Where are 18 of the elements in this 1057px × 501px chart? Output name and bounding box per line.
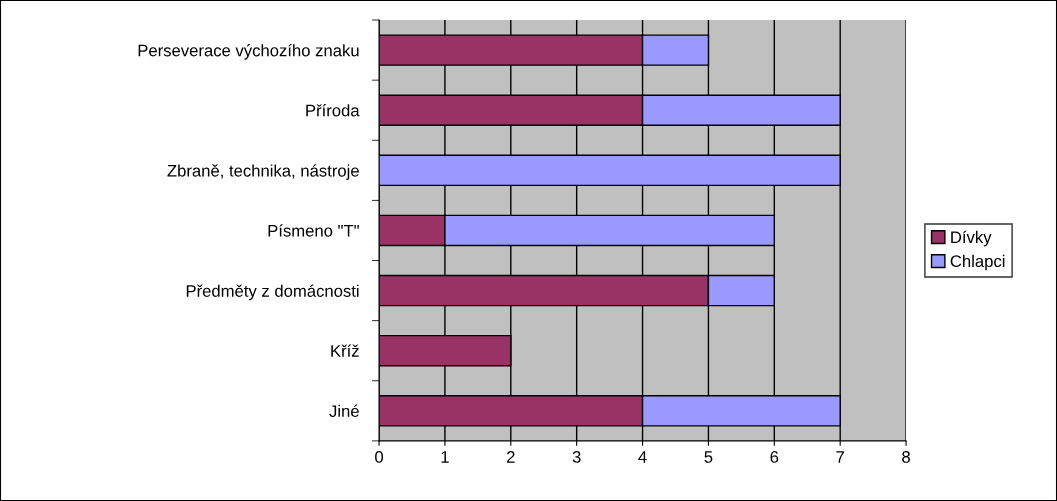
y-tick-label: Kříž: [331, 344, 359, 357]
y-tick-label: Příroda: [306, 103, 360, 117]
y-tick-label: Jiné: [329, 404, 359, 418]
y-tick-label: Písmeno "T": [268, 224, 359, 237]
x-tick-label: 5: [704, 451, 713, 463]
x-tick-label: 3: [572, 451, 581, 463]
legend-label: Chlapci: [950, 254, 1005, 271]
y-tick-label: Předměty z domácnosti: [186, 284, 359, 301]
legend-label: Dívky: [951, 230, 992, 247]
x-tick-label: 8: [902, 451, 910, 463]
x-tick-label: 2: [507, 451, 515, 463]
x-tick-label: 1: [441, 451, 449, 463]
x-tick-label: 7: [836, 451, 844, 463]
x-tick-label: 0: [375, 451, 384, 463]
x-tick-label: 4: [638, 451, 647, 463]
y-tick-label: Perseverace výchozího znaku: [138, 43, 359, 60]
x-tick-label: 6: [770, 451, 779, 463]
y-tick-label: Zbraně, technika, nástroje: [167, 164, 359, 180]
